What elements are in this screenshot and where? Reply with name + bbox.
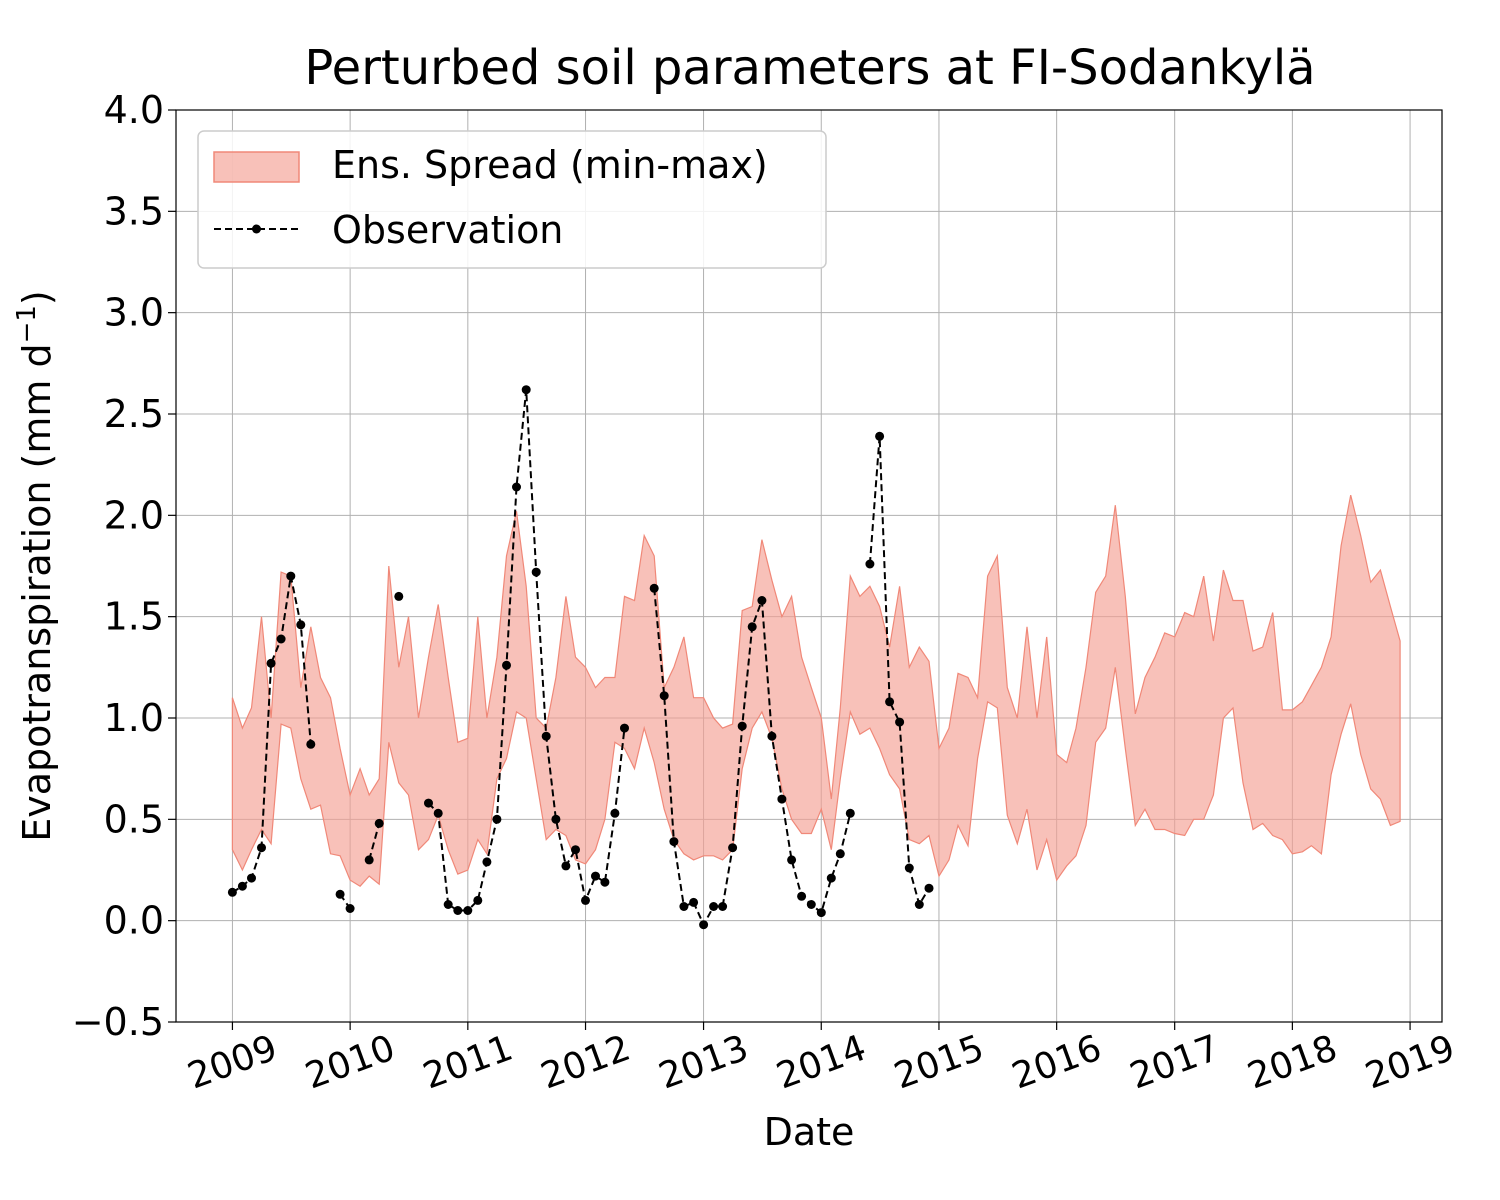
y-axis-label: Evapotranspiration (mm d−1)	[12, 290, 59, 842]
legend: Ens. Spread (min-max) Observation	[197, 130, 827, 269]
x-axis-label: Date	[764, 1110, 855, 1154]
legend-box	[197, 130, 827, 269]
observation-point	[718, 902, 728, 911]
observation-line-segment	[368, 823, 381, 861]
observation-point	[394, 591, 404, 601]
observation-point	[835, 849, 845, 859]
observation-point	[865, 559, 875, 569]
observation-point	[669, 837, 679, 847]
y-axis-label-close: )	[15, 290, 59, 305]
observation-point	[424, 798, 433, 808]
observation-point	[845, 808, 855, 818]
y-axis-ticks: −0.5 0.0 0.5 1.0 1.5 2.0 2.5 3.0 3.5 4.0	[72, 88, 176, 1044]
observation-point	[433, 808, 443, 818]
observation-point	[787, 855, 797, 865]
observation-point	[914, 900, 924, 909]
observation-point	[473, 895, 483, 905]
observation-point	[699, 920, 709, 930]
plot-frame	[175, 109, 1443, 1023]
legend-label-spread: Ens. Spread (min-max)	[332, 143, 768, 187]
observation-point	[689, 897, 699, 907]
observation-point	[482, 857, 492, 867]
legend-label-observation: Observation	[332, 208, 563, 252]
legend-marker-observation	[252, 224, 261, 234]
observation-point	[747, 622, 757, 632]
observation-point	[237, 881, 247, 891]
observation-point	[659, 691, 669, 701]
observation-point	[709, 902, 719, 911]
observation-point	[492, 814, 502, 824]
y-tick-label: 1.5	[104, 595, 164, 639]
observation-point	[924, 883, 934, 893]
observation-point	[885, 697, 895, 707]
observation-point	[728, 843, 738, 853]
y-tick-label: 1.0	[104, 696, 164, 740]
observation-point	[374, 818, 384, 828]
observation-point	[581, 895, 590, 905]
observation-point	[797, 891, 807, 901]
observation-point	[895, 717, 905, 727]
observation-point	[620, 723, 629, 733]
observation-point	[806, 900, 816, 909]
observation-point	[600, 877, 610, 887]
observation-point	[364, 855, 374, 865]
observation-point	[531, 567, 541, 577]
observation-point	[591, 871, 600, 881]
observation-point	[521, 385, 531, 395]
ensemble-spread-band	[231, 494, 1401, 887]
observation-point	[453, 906, 463, 915]
observation-point	[875, 431, 885, 441]
observation-point	[306, 739, 316, 749]
observation-point	[649, 583, 659, 593]
observation-point	[443, 900, 453, 909]
observation-point	[561, 861, 571, 871]
observation-point	[266, 658, 276, 668]
observation-point	[826, 873, 836, 883]
observation-point	[463, 906, 473, 915]
y-tick-label: 0.5	[104, 797, 164, 841]
observation-point	[610, 808, 620, 818]
observation-point	[777, 794, 787, 804]
y-tick-label: −0.5	[72, 1000, 164, 1044]
legend-swatch-spread	[213, 151, 300, 183]
observation-point	[737, 721, 747, 731]
observation-point	[767, 731, 777, 741]
observation-point	[247, 873, 256, 883]
observation-point	[571, 845, 580, 855]
observation-point	[296, 620, 306, 630]
y-tick-label: 0.0	[104, 899, 164, 943]
observation-point	[757, 596, 767, 605]
observation-point	[502, 660, 511, 670]
ensemble-spread-area	[231, 494, 1401, 887]
y-tick-label: 4.0	[104, 88, 164, 132]
observation-point	[335, 889, 345, 899]
observation-point	[679, 902, 689, 911]
observation-point	[904, 863, 914, 873]
y-tick-label: 3.0	[104, 291, 164, 335]
y-tick-label: 3.5	[104, 189, 164, 233]
observation-point	[551, 814, 561, 824]
observation-point	[541, 731, 551, 741]
y-axis-label-exponent: −1	[12, 305, 42, 343]
observation-point	[345, 904, 355, 913]
observation-point	[512, 482, 521, 492]
observation-point	[276, 634, 286, 644]
observation-point	[227, 887, 237, 897]
y-tick-label: 2.0	[104, 493, 164, 537]
observation-point	[257, 843, 266, 853]
y-axis-label-main: Evapotranspiration (mm d	[15, 343, 59, 841]
observation-point	[816, 908, 826, 918]
observation-point	[286, 571, 296, 581]
y-tick-label: 2.5	[104, 392, 164, 436]
chart-title: Perturbed soil parameters at FI-Sodankyl…	[304, 40, 1315, 96]
observation-series	[227, 385, 934, 930]
